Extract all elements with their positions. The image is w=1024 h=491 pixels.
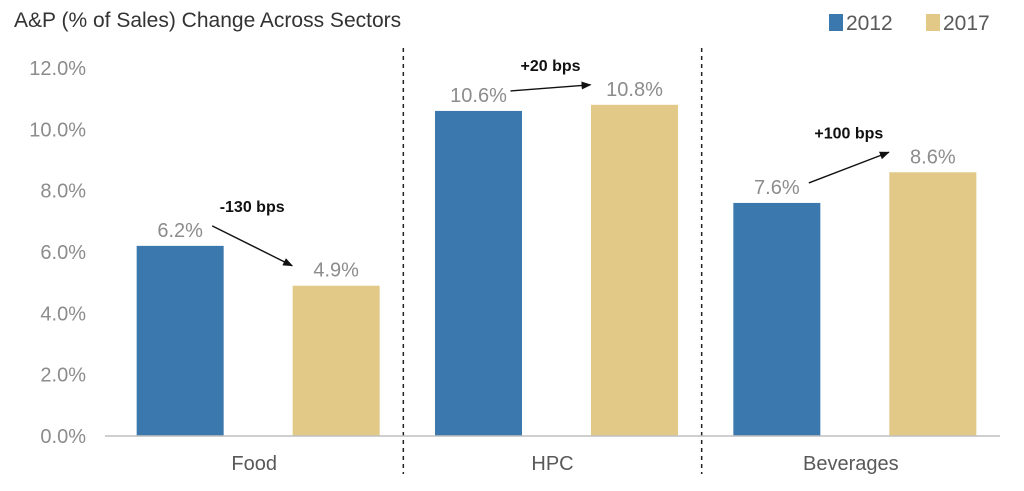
y-tick-label: 8.0% <box>40 181 86 203</box>
data-label: 8.6% <box>910 146 956 168</box>
data-labels: 6.2% 4.9% 10.6% 10.8% 7.6% 8.6% <box>157 79 955 282</box>
change-annotation-label: -130 bps <box>220 199 285 216</box>
change-annotation-label: +20 bps <box>520 58 580 75</box>
legend-swatch-2012 <box>829 14 843 31</box>
category-label: HPC <box>531 453 573 475</box>
category-labels: Food HPC Beverages <box>231 453 898 475</box>
data-label: 10.6% <box>450 85 507 107</box>
data-label: 10.8% <box>606 79 663 101</box>
legend-label-2017: 2017 <box>943 12 990 35</box>
legend-label-2012: 2012 <box>846 12 893 35</box>
bars <box>136 104 977 437</box>
change-arrow <box>211 225 294 267</box>
chart-title: A&P (% of Sales) Change Across Sectors <box>14 9 401 32</box>
category-label: Food <box>231 453 277 475</box>
data-label: 6.2% <box>157 220 203 242</box>
data-label: 4.9% <box>313 260 359 282</box>
y-tick-label: 12.0% <box>29 58 86 80</box>
change-annotation-label: +100 bps <box>814 125 883 142</box>
y-tick-label: 4.0% <box>40 303 86 325</box>
bar-2017-hpc <box>591 104 678 437</box>
category-label: Beverages <box>803 453 899 475</box>
legend: 2012 2017 <box>829 12 990 35</box>
change-annotations: -130 bps +20 bps +100 bps <box>211 58 890 267</box>
y-tick-label: 2.0% <box>40 365 86 387</box>
bar-2017-beverages <box>889 172 977 436</box>
y-tick-label: 0.0% <box>40 426 86 448</box>
bar-2012-food <box>136 245 224 436</box>
bar-2017-food <box>292 285 380 436</box>
category-separators <box>402 48 703 474</box>
data-label: 7.6% <box>754 177 800 199</box>
y-axis: 0.0% 2.0% 4.0% 6.0% 8.0% 10.0% 12.0% <box>29 58 86 448</box>
legend-swatch-2017 <box>926 14 940 31</box>
y-tick-label: 6.0% <box>40 242 86 264</box>
bar-2012-beverages <box>733 202 821 436</box>
change-arrow <box>808 151 890 184</box>
change-arrow <box>510 81 592 92</box>
y-tick-label: 10.0% <box>29 119 86 141</box>
bar-2012-hpc <box>435 110 522 436</box>
